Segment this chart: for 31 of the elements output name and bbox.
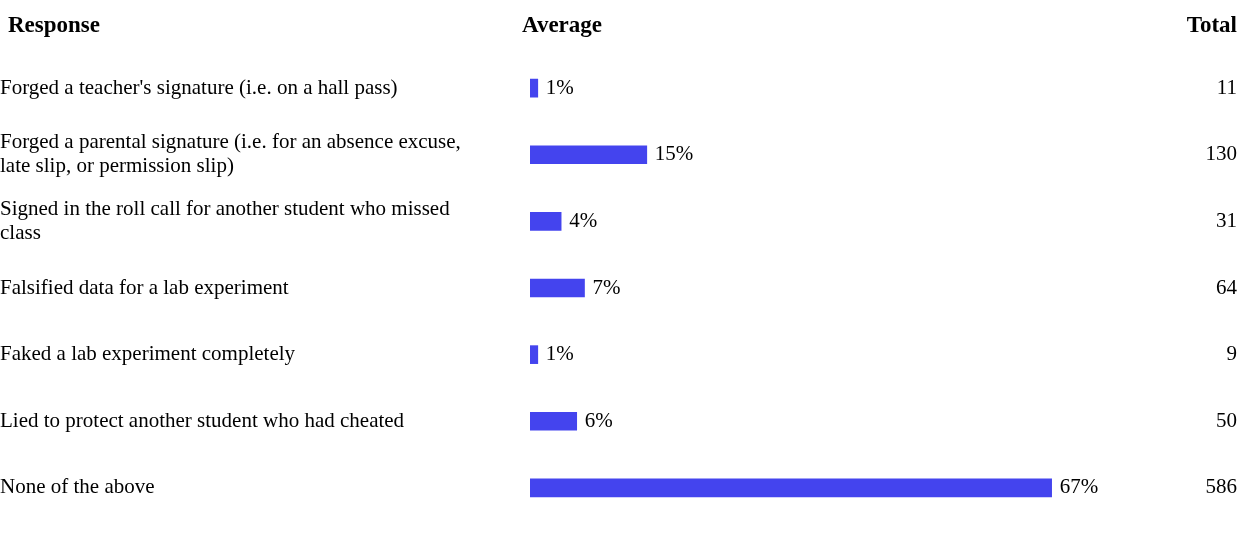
text: 11 [1216, 74, 1237, 99]
y-tick-label: Falsified data for a lab experiment [0, 274, 289, 299]
text: 64 [1216, 274, 1238, 299]
bar [530, 478, 1052, 498]
y-axis-title: Response [8, 12, 101, 38]
y-tick-label: Forged a teacher's signature (i.e. on a hall pass) [0, 74, 398, 99]
bar [530, 145, 648, 165]
bar [530, 411, 578, 431]
data-label: 67% [1059, 474, 1099, 499]
data-label: 1% [545, 341, 574, 366]
text: 31 [1216, 207, 1237, 232]
y-tick-label: Faked a lab experiment completely [0, 341, 296, 366]
text: 9 [1226, 341, 1237, 366]
text: 130 [1205, 141, 1237, 166]
data-label: 7% [592, 274, 621, 299]
bar [530, 345, 539, 364]
text: 586 [1205, 474, 1237, 499]
data-label: 4% [569, 207, 598, 232]
y-tick-label: None of the above [0, 474, 155, 499]
y-tick-label: Lied to protect another student who had cheated [0, 407, 405, 432]
data-label: 1% [545, 74, 574, 99]
x-axis-title: Average [522, 12, 603, 38]
data-label: 15% [654, 141, 694, 166]
y-tick-label: Signed in the roll call for another student who missed class [0, 196, 451, 244]
bar [530, 78, 539, 98]
text: Total [1186, 12, 1237, 38]
bar [530, 278, 585, 298]
data-label: 6% [584, 407, 613, 432]
text: 50 [1216, 407, 1237, 432]
bar [530, 212, 562, 231]
y-tick-label: Forged a parental signature (i.e. for an absence excuse, late slip, or permission slip) [0, 129, 461, 177]
